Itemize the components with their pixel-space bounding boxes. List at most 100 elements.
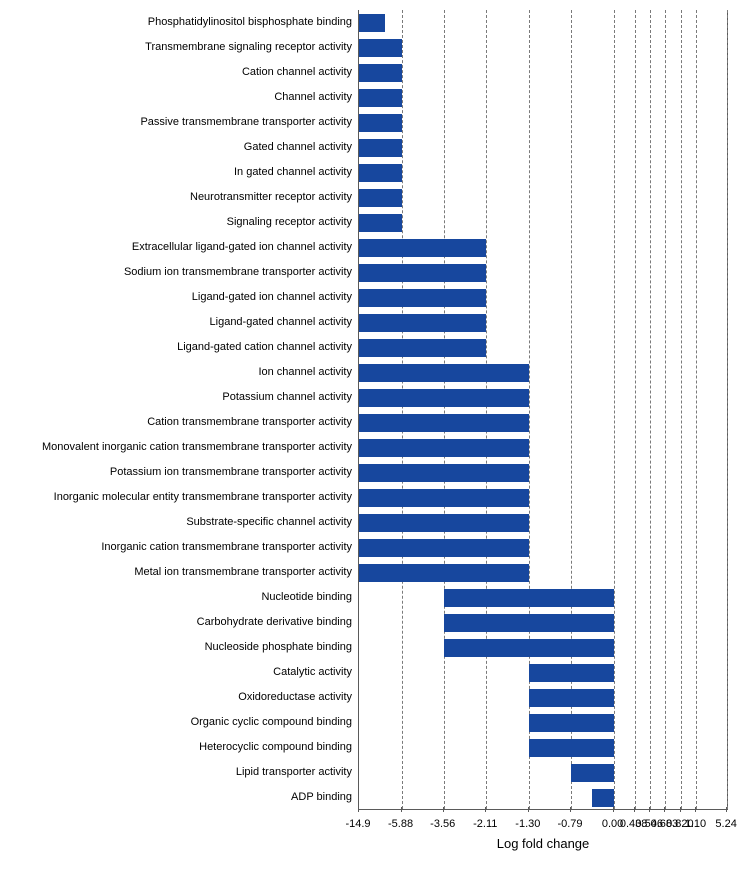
x-tick-label: -3.56 bbox=[430, 818, 455, 830]
x-tick-label: -1.30 bbox=[515, 818, 540, 830]
bar bbox=[592, 789, 613, 807]
tick-mark bbox=[528, 807, 529, 812]
row-label: Nucleotide binding bbox=[0, 592, 352, 603]
bar bbox=[359, 439, 529, 457]
bar bbox=[359, 464, 529, 482]
row-label: Cation transmembrane transporter activit… bbox=[0, 417, 352, 428]
gridline bbox=[665, 10, 666, 809]
tick-mark bbox=[485, 807, 486, 812]
row-label: Cation channel activity bbox=[0, 67, 352, 78]
row-label: Inorganic cation transmembrane transport… bbox=[0, 542, 352, 553]
gridline bbox=[486, 10, 487, 809]
bar-chart: Phosphatidylinositol bisphosphate bindin… bbox=[0, 0, 744, 872]
gridline bbox=[727, 10, 728, 809]
tick-mark bbox=[726, 807, 727, 812]
tick-mark bbox=[649, 807, 650, 812]
row-label: Signaling receptor activity bbox=[0, 217, 352, 228]
row-label: Carbohydrate derivative binding bbox=[0, 617, 352, 628]
row-label: Extracellular ligand-gated ion channel a… bbox=[0, 242, 352, 253]
bar bbox=[359, 114, 402, 132]
bar bbox=[359, 239, 486, 257]
bar bbox=[529, 739, 614, 757]
gridline bbox=[614, 10, 615, 809]
tick-mark bbox=[443, 807, 444, 812]
gridline bbox=[650, 10, 651, 809]
bar bbox=[529, 714, 614, 732]
gridline bbox=[444, 10, 445, 809]
row-label: Potassium channel activity bbox=[0, 392, 352, 403]
bar bbox=[529, 689, 614, 707]
row-label: Ligand-gated ion channel activity bbox=[0, 292, 352, 303]
bar bbox=[359, 14, 385, 32]
x-tick-label: 5.24 bbox=[715, 818, 736, 830]
x-tick-label: -5.88 bbox=[388, 818, 413, 830]
row-label: Potassium ion transmembrane transporter … bbox=[0, 467, 352, 478]
gridline bbox=[402, 10, 403, 809]
bar bbox=[359, 139, 402, 157]
tick-mark bbox=[570, 807, 571, 812]
gridline bbox=[681, 10, 682, 809]
bar bbox=[444, 639, 614, 657]
row-label: Ligand-gated channel activity bbox=[0, 317, 352, 328]
row-label: Passive transmembrane transporter activi… bbox=[0, 117, 352, 128]
bar bbox=[359, 414, 529, 432]
bar bbox=[359, 89, 402, 107]
row-label: Sodium ion transmembrane transporter act… bbox=[0, 267, 352, 278]
row-label: Inorganic molecular entity transmembrane… bbox=[0, 492, 352, 503]
x-tick-label: 1.10 bbox=[685, 818, 706, 830]
row-label: Nucleoside phosphate binding bbox=[0, 642, 352, 653]
row-label: Lipid transporter activity bbox=[0, 767, 352, 778]
bar bbox=[444, 589, 614, 607]
bar bbox=[359, 514, 529, 532]
gridline bbox=[696, 10, 697, 809]
x-axis-ticks: -14.9-5.88-3.56-2.11-1.30-0.790.000.4380… bbox=[358, 812, 728, 832]
row-label: Gated channel activity bbox=[0, 142, 352, 153]
tick-mark bbox=[401, 807, 402, 812]
bar bbox=[359, 489, 529, 507]
bar bbox=[444, 614, 614, 632]
row-label: Phosphatidylinositol bisphosphate bindin… bbox=[0, 17, 352, 28]
tick-mark bbox=[358, 807, 359, 812]
x-tick-label: -14.9 bbox=[345, 818, 370, 830]
bar bbox=[529, 664, 614, 682]
row-label: Metal ion transmembrane transporter acti… bbox=[0, 567, 352, 578]
bar bbox=[359, 339, 486, 357]
bar bbox=[359, 39, 402, 57]
gridline bbox=[635, 10, 636, 809]
y-axis-labels: Phosphatidylinositol bisphosphate bindin… bbox=[0, 10, 358, 810]
bar bbox=[359, 214, 402, 232]
row-label: Ligand-gated cation channel activity bbox=[0, 342, 352, 353]
bar bbox=[359, 564, 529, 582]
row-label: Organic cyclic compound binding bbox=[0, 717, 352, 728]
tick-mark bbox=[613, 807, 614, 812]
row-label: ADP binding bbox=[0, 792, 352, 803]
bar bbox=[359, 264, 486, 282]
bar bbox=[359, 389, 529, 407]
x-tick-label: -2.11 bbox=[473, 818, 497, 830]
plot-area bbox=[358, 10, 728, 810]
x-axis-label: Log fold change bbox=[358, 836, 728, 851]
bar bbox=[359, 314, 486, 332]
bar bbox=[359, 189, 402, 207]
x-tick-label: -0.79 bbox=[557, 818, 582, 830]
bar bbox=[359, 164, 402, 182]
row-label: Heterocyclic compound binding bbox=[0, 742, 352, 753]
row-label: Neurotransmitter receptor activity bbox=[0, 192, 352, 203]
row-label: Ion channel activity bbox=[0, 367, 352, 378]
bar bbox=[359, 539, 529, 557]
bar bbox=[571, 764, 614, 782]
tick-mark bbox=[680, 807, 681, 812]
bar bbox=[359, 364, 529, 382]
tick-mark bbox=[695, 807, 696, 812]
row-label: Channel activity bbox=[0, 92, 352, 103]
row-label: Catalytic activity bbox=[0, 667, 352, 678]
row-label: In gated channel activity bbox=[0, 167, 352, 178]
bar bbox=[359, 64, 402, 82]
row-label: Oxidoreductase activity bbox=[0, 692, 352, 703]
row-label: Monovalent inorganic cation transmembran… bbox=[0, 442, 352, 453]
tick-mark bbox=[634, 807, 635, 812]
tick-mark bbox=[664, 807, 665, 812]
bar bbox=[359, 289, 486, 307]
row-label: Substrate-specific channel activity bbox=[0, 517, 352, 528]
row-label: Transmembrane signaling receptor activit… bbox=[0, 42, 352, 53]
